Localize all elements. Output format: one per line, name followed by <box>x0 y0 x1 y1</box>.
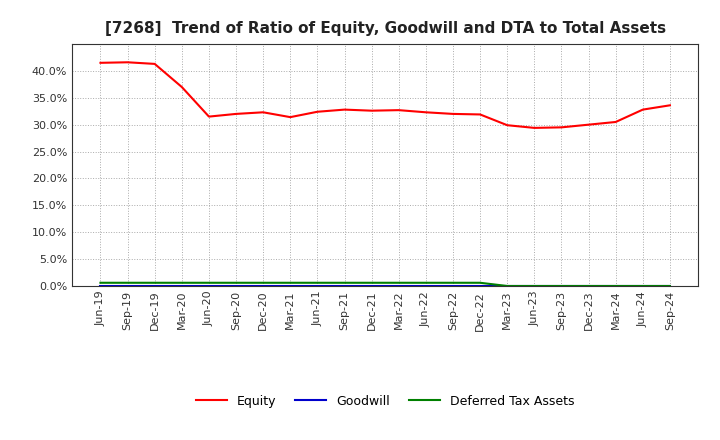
Deferred Tax Assets <box>341 280 349 286</box>
Equity <box>178 84 186 90</box>
Goodwill <box>313 283 322 289</box>
Legend: Equity, Goodwill, Deferred Tax Assets: Equity, Goodwill, Deferred Tax Assets <box>191 390 580 413</box>
Equity <box>639 107 647 112</box>
Goodwill <box>395 283 403 289</box>
Goodwill <box>611 283 620 289</box>
Deferred Tax Assets <box>232 280 240 286</box>
Equity <box>96 60 105 66</box>
Equity <box>557 125 566 130</box>
Equity <box>503 123 511 128</box>
Deferred Tax Assets <box>530 283 539 289</box>
Equity <box>259 110 268 115</box>
Goodwill <box>530 283 539 289</box>
Deferred Tax Assets <box>123 280 132 286</box>
Equity <box>611 119 620 125</box>
Deferred Tax Assets <box>204 280 213 286</box>
Deferred Tax Assets <box>665 283 674 289</box>
Deferred Tax Assets <box>639 283 647 289</box>
Goodwill <box>367 283 376 289</box>
Goodwill <box>286 283 294 289</box>
Goodwill <box>584 283 593 289</box>
Equity <box>286 114 294 120</box>
Goodwill <box>449 283 457 289</box>
Deferred Tax Assets <box>584 283 593 289</box>
Equity <box>449 111 457 117</box>
Deferred Tax Assets <box>476 280 485 286</box>
Goodwill <box>232 283 240 289</box>
Deferred Tax Assets <box>503 283 511 289</box>
Equity <box>665 103 674 108</box>
Deferred Tax Assets <box>449 280 457 286</box>
Goodwill <box>557 283 566 289</box>
Deferred Tax Assets <box>96 280 105 286</box>
Deferred Tax Assets <box>286 280 294 286</box>
Goodwill <box>421 283 430 289</box>
Goodwill <box>178 283 186 289</box>
Goodwill <box>341 283 349 289</box>
Goodwill <box>96 283 105 289</box>
Deferred Tax Assets <box>557 283 566 289</box>
Deferred Tax Assets <box>259 280 268 286</box>
Deferred Tax Assets <box>313 280 322 286</box>
Line: Equity: Equity <box>101 62 670 128</box>
Deferred Tax Assets <box>367 280 376 286</box>
Equity <box>584 122 593 127</box>
Deferred Tax Assets <box>150 280 159 286</box>
Equity <box>395 107 403 113</box>
Equity <box>421 110 430 115</box>
Goodwill <box>639 283 647 289</box>
Equity <box>123 60 132 65</box>
Deferred Tax Assets <box>178 280 186 286</box>
Goodwill <box>665 283 674 289</box>
Deferred Tax Assets <box>611 283 620 289</box>
Equity <box>367 108 376 114</box>
Line: Deferred Tax Assets: Deferred Tax Assets <box>101 283 670 286</box>
Deferred Tax Assets <box>421 280 430 286</box>
Goodwill <box>259 283 268 289</box>
Goodwill <box>503 283 511 289</box>
Equity <box>313 109 322 114</box>
Equity <box>530 125 539 131</box>
Equity <box>476 112 485 117</box>
Goodwill <box>150 283 159 289</box>
Equity <box>150 61 159 66</box>
Equity <box>204 114 213 119</box>
Title: [7268]  Trend of Ratio of Equity, Goodwill and DTA to Total Assets: [7268] Trend of Ratio of Equity, Goodwil… <box>104 21 666 36</box>
Deferred Tax Assets <box>395 280 403 286</box>
Goodwill <box>204 283 213 289</box>
Goodwill <box>476 283 485 289</box>
Equity <box>341 107 349 112</box>
Goodwill <box>123 283 132 289</box>
Equity <box>232 111 240 117</box>
